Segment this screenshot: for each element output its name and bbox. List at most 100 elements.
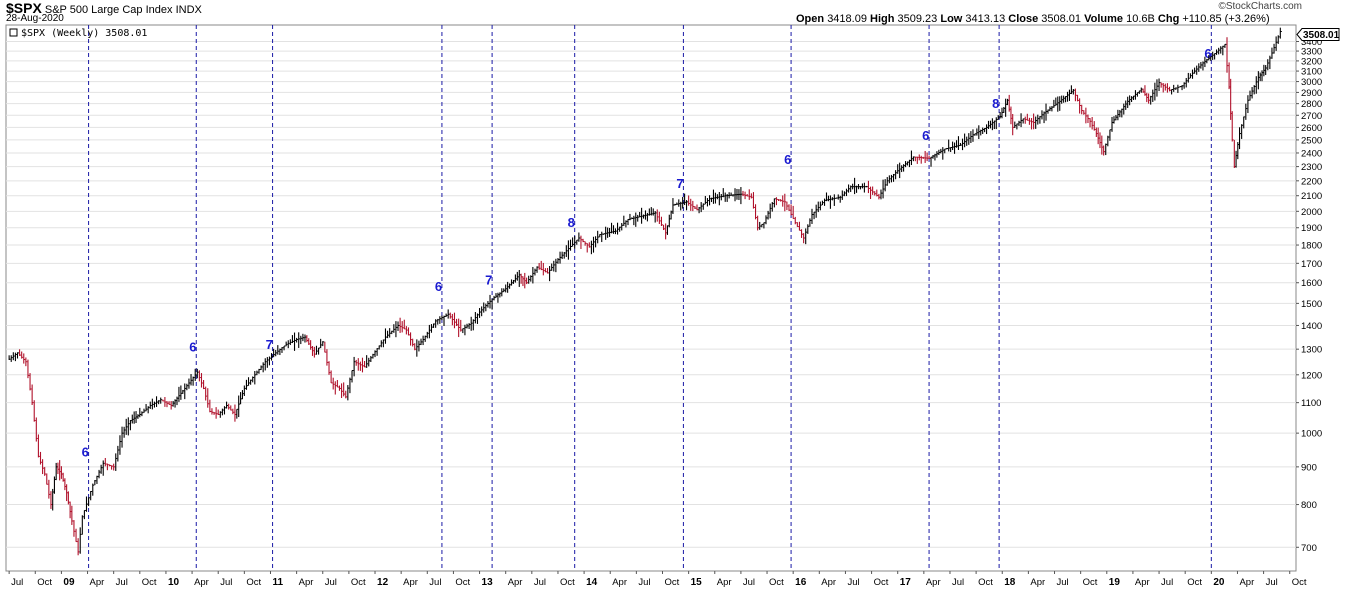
y-tick-label: 800 [1301,500,1317,511]
symbol: $SPX [6,0,42,16]
legend-text: $SPX (Weekly) 3508.01 [21,28,147,39]
x-tick-label: Oct [874,577,889,588]
x-tick-label: Oct [978,577,993,588]
y-tick-label: 3000 [1301,77,1322,88]
x-tick-label: Oct [142,577,157,588]
y-tick-label: 2600 [1301,123,1322,134]
y-tick-label: 2200 [1301,176,1322,187]
y-tick-label: 3100 [1301,67,1322,78]
x-tick-label: Jul [847,577,859,588]
x-tick-label: 12 [377,577,389,588]
y-tick-label: 700 [1301,543,1317,554]
x-tick-label: Jul [325,577,337,588]
volume-value: 10.6B [1126,13,1155,25]
x-tick-label: Jul [638,577,650,588]
y-tick-label: 1500 [1301,299,1322,310]
x-tick-label: 19 [1109,577,1121,588]
cycle-marker-label: 7 [266,337,273,352]
y-tick-label: 3200 [1301,56,1322,67]
x-tick-label: Apr [403,577,418,588]
y-tick-label: 1200 [1301,370,1322,381]
x-tick-label: 20 [1213,577,1225,588]
plot-frame [5,24,1297,572]
chart-date: 28-Aug-2020 [6,13,64,24]
x-tick-label: Apr [821,577,836,588]
legend-swatch [9,28,18,37]
cycle-marker-label: 7 [676,176,683,191]
x-tick-label: Oct [1083,577,1098,588]
y-tick-label: 2500 [1301,135,1322,146]
cycle-marker-label: 8 [568,215,575,230]
high-label: High [870,13,895,25]
cycle-marker-label: 8 [992,96,999,111]
chg-label: Chg [1157,13,1180,25]
x-tick-label: Oct [1292,577,1307,588]
y-tick-label: 2400 [1301,148,1322,159]
index-name: S&P 500 Large Cap Index [44,4,173,16]
chg-value: +110.85 (+3.26%) [1182,13,1270,25]
x-tick-label: Apr [1030,577,1045,588]
x-tick-label: Jul [534,577,546,588]
y-tick-label: 1100 [1301,398,1321,409]
x-tick-label: Oct [664,577,679,588]
x-tick-label: Jul [220,577,232,588]
open-label: Open [796,13,825,25]
x-tick-label: Apr [1135,577,1150,588]
x-tick-label: Apr [926,577,941,588]
cycle-marker-label: 6 [189,340,196,355]
x-tick-label: 16 [795,577,807,588]
x-tick-label: 11 [272,577,283,588]
x-tick-label: Jul [11,577,23,588]
x-tick-label: Jul [429,577,441,588]
price-tag-shape [1296,28,1340,42]
legend: $SPX (Weekly) 3508.01 [9,28,147,39]
low-label: Low [940,13,963,25]
x-tick-label: Apr [717,577,732,588]
cycle-marker-label: 6 [82,444,89,459]
x-tick-label: Oct [769,577,784,588]
y-tick-label: 2700 [1301,111,1322,122]
x-tick-label: Apr [612,577,627,588]
x-tick-label: 10 [168,577,180,588]
y-tick-label: 2100 [1301,191,1322,202]
x-tick-label: 09 [63,577,75,588]
x-tick-label: Jul [1266,577,1278,588]
x-tick-label: Apr [299,577,314,588]
close-label: Close [1008,13,1039,25]
last-price-tag: 3508.01 [1296,28,1340,42]
x-tick-label: Oct [560,577,575,588]
ohlc-readout: Open 3418.09 High 3509.23 Low 3413.13 Cl… [796,13,1270,25]
x-tick-label: Jul [743,577,755,588]
x-tick-label: 14 [586,577,598,588]
x-tick-label: Oct [455,577,470,588]
x-tick-label: Apr [508,577,523,588]
y-tick-label: 1300 [1301,345,1322,356]
exchange: INDX [175,4,202,16]
x-tick-label: Apr [194,577,209,588]
y-tick-label: 1600 [1301,278,1322,289]
x-tick-label: Jul [1161,577,1173,588]
volume-label: Volume [1084,13,1124,25]
y-tick-label: 2800 [1301,99,1322,110]
y-tick-label: 1700 [1301,259,1322,270]
x-tick-label: Jul [1057,577,1069,588]
y-tick-label: 2000 [1301,207,1322,218]
price-bars [8,27,1282,556]
y-tick-label: 1800 [1301,241,1322,252]
y-tick-label: 900 [1301,462,1317,473]
x-tick-label: Apr [90,577,105,588]
x-tick-label: 15 [691,577,703,588]
y-tick-label: 3300 [1301,47,1322,58]
high-value: 3509.23 [897,13,938,25]
x-tick-label: Oct [246,577,261,588]
x-tick-label: Jul [116,577,128,588]
x-tick-label: Oct [1187,577,1202,588]
open-value: 3418.09 [827,13,867,25]
cycle-marker-label: 6 [784,152,791,167]
y-tick-label: 1000 [1301,429,1322,440]
price-tag-value: 3508.01 [1303,30,1340,41]
brand-watermark: ©StockCharts.com [1218,1,1302,12]
grid [6,41,1296,548]
close-value: 3508.01 [1041,13,1082,25]
